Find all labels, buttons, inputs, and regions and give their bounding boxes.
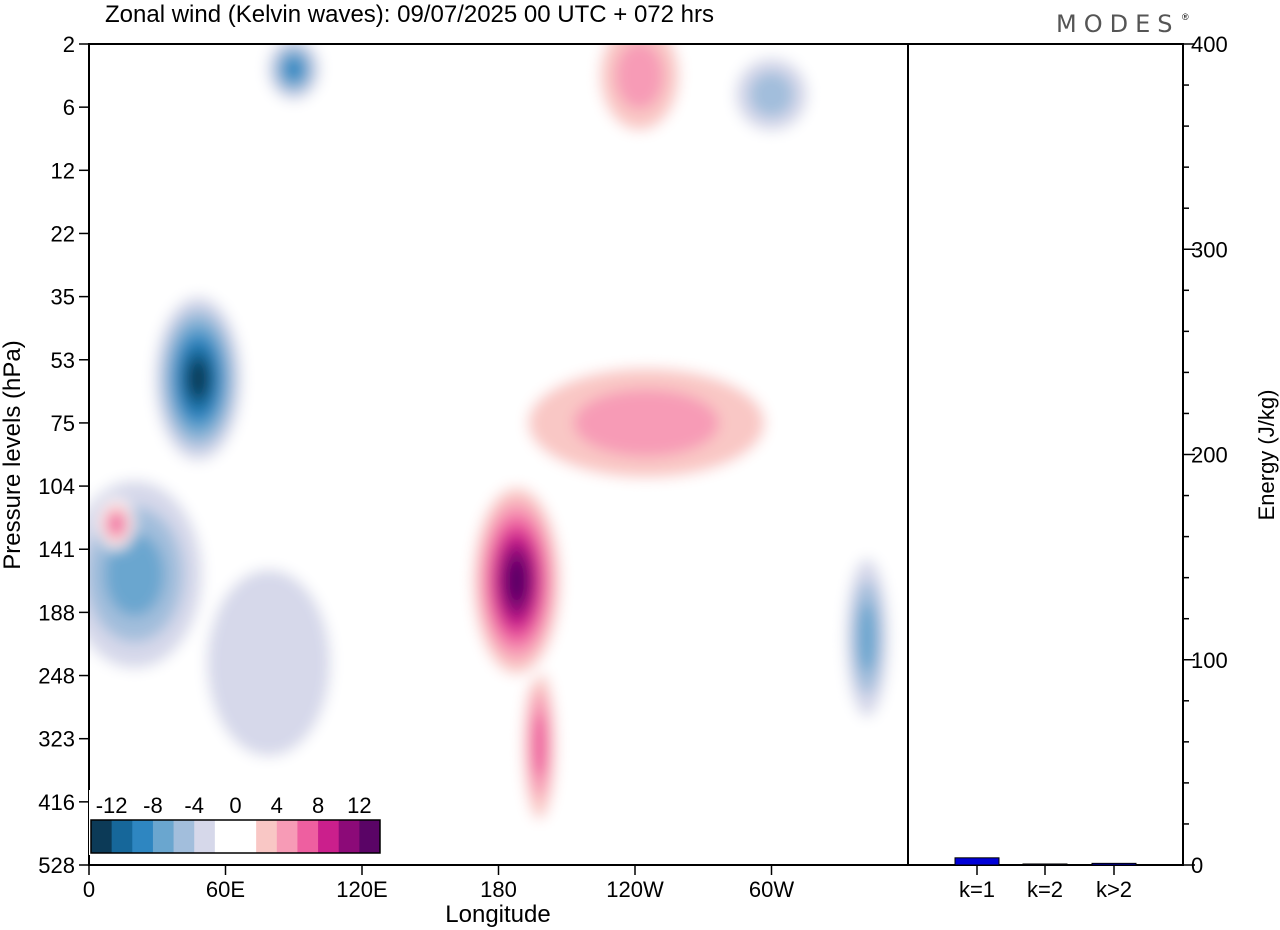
- x-axis-label: Longitude: [445, 901, 550, 928]
- y-tick-label: 6: [63, 95, 75, 120]
- y-tick-label: 22: [51, 221, 75, 246]
- y-tick-label: 53: [51, 348, 75, 373]
- wind-anomaly-3: [584, 44, 695, 152]
- colorbar-label: 12: [347, 793, 371, 818]
- chart-title: Zonal wind (Kelvin waves): 09/07/2025 00…: [105, 1, 714, 28]
- wind-anomaly-1: [482, 347, 811, 499]
- colorbar: -12 -8 -4 0 4 8 12: [89, 790, 382, 855]
- modes-logo: MODES ®: [1056, 10, 1189, 38]
- x-tick-label: 0: [83, 877, 95, 902]
- energy-tick-label: 200: [1191, 443, 1228, 468]
- y-tick-label: 2: [63, 32, 75, 57]
- y-axis: 2 6 12 22 35 53 75 104 141 188 248 323 416 528: [38, 32, 89, 878]
- y-tick-label: 75: [51, 411, 75, 436]
- x-tick-label: 120W: [606, 877, 664, 902]
- x-axis: 0 60E 120E 180 120W 60W: [83, 865, 794, 902]
- modes-logo-mark: ®: [1182, 12, 1189, 22]
- modes-logo-text: MODES: [1056, 10, 1179, 38]
- contour-band: [532, 712, 547, 778]
- contour-band: [615, 44, 664, 110]
- energy-bar: [1022, 863, 1068, 866]
- contour-band: [187, 358, 209, 399]
- colorbar-cell: [276, 820, 298, 853]
- y-tick-label: 416: [38, 790, 75, 815]
- colorbar-label: -12: [96, 793, 128, 818]
- energy-category-label: k>2: [1096, 877, 1132, 902]
- energy-tick-label: 300: [1191, 237, 1228, 262]
- colorbar-label: -4: [184, 793, 204, 818]
- contour-band: [506, 558, 528, 604]
- wind-anomaly-6: [518, 650, 560, 840]
- colorbar-cell: [111, 820, 133, 853]
- y-tick-label: 104: [38, 474, 75, 499]
- energy-axis: 0 100 200 300 400: [1183, 32, 1228, 878]
- colorbar-cell: [152, 820, 175, 853]
- y-axis-label: Pressure levels (hPa): [0, 340, 26, 569]
- y-tick-label: 323: [38, 727, 75, 752]
- wind-anomaly-10: [466, 473, 567, 689]
- y-tick-label: 248: [38, 664, 75, 689]
- contour-band: [104, 532, 165, 617]
- colorbar-cell: [297, 820, 319, 853]
- contour-band: [109, 515, 123, 533]
- energy-bar: [1091, 862, 1137, 866]
- colorbar-label: 8: [312, 793, 324, 818]
- energy-tick-label: 400: [1191, 32, 1228, 57]
- contour-band: [749, 72, 794, 117]
- contour-band: [284, 58, 303, 81]
- colorbar-cell: [338, 820, 360, 853]
- y-tick-label: 188: [38, 600, 75, 625]
- colorbar-label: 0: [229, 793, 241, 818]
- colorbar-frame: [90, 819, 381, 854]
- contour-band: [573, 389, 720, 457]
- wind-anomaly-8: [261, 44, 326, 108]
- x-tick-label: 120E: [336, 877, 387, 902]
- wind-anomaly-7: [98, 498, 135, 550]
- contour-band: [857, 602, 877, 673]
- colorbar-cell: [235, 820, 257, 853]
- y-tick-label: 528: [38, 853, 75, 878]
- colorbar-cell: [194, 820, 216, 853]
- colorbar-cell: [256, 820, 278, 853]
- x-tick-label: 60W: [749, 877, 794, 902]
- energy-panel-frame: [907, 43, 1184, 866]
- wind-field: [89, 44, 908, 865]
- energy-tick-label: 100: [1191, 648, 1228, 673]
- wind-anomaly-5: [839, 536, 895, 739]
- energy-category-label: k=1: [959, 877, 995, 902]
- colorbar-cell: [359, 820, 381, 853]
- x-tick-label: 60E: [206, 877, 245, 902]
- energy-bars: k=1 k=2 k>2: [954, 857, 1137, 902]
- energy-axis-label: Energy (J/kg): [1254, 390, 1279, 521]
- colorbar-cell: [132, 820, 154, 853]
- colorbar-cell: [214, 820, 236, 853]
- colorbar-label: 4: [271, 793, 283, 818]
- x-tick-label: 180: [480, 877, 517, 902]
- energy-tick-label: 0: [1191, 853, 1203, 878]
- colorbar-cell: [318, 820, 340, 853]
- wind-anomaly-2: [721, 44, 822, 146]
- colorbar-label: -8: [143, 793, 163, 818]
- energy-category-label: k=2: [1027, 877, 1063, 902]
- y-tick-label: 35: [51, 285, 75, 310]
- wind-anomaly-9: [148, 283, 249, 474]
- contour-band: [207, 569, 331, 757]
- y-tick-label: 12: [51, 158, 75, 183]
- colorbar-cell: [91, 820, 113, 853]
- energy-bar: [954, 857, 1000, 866]
- colorbar-cell: [173, 820, 195, 853]
- y-tick-label: 141: [38, 537, 75, 562]
